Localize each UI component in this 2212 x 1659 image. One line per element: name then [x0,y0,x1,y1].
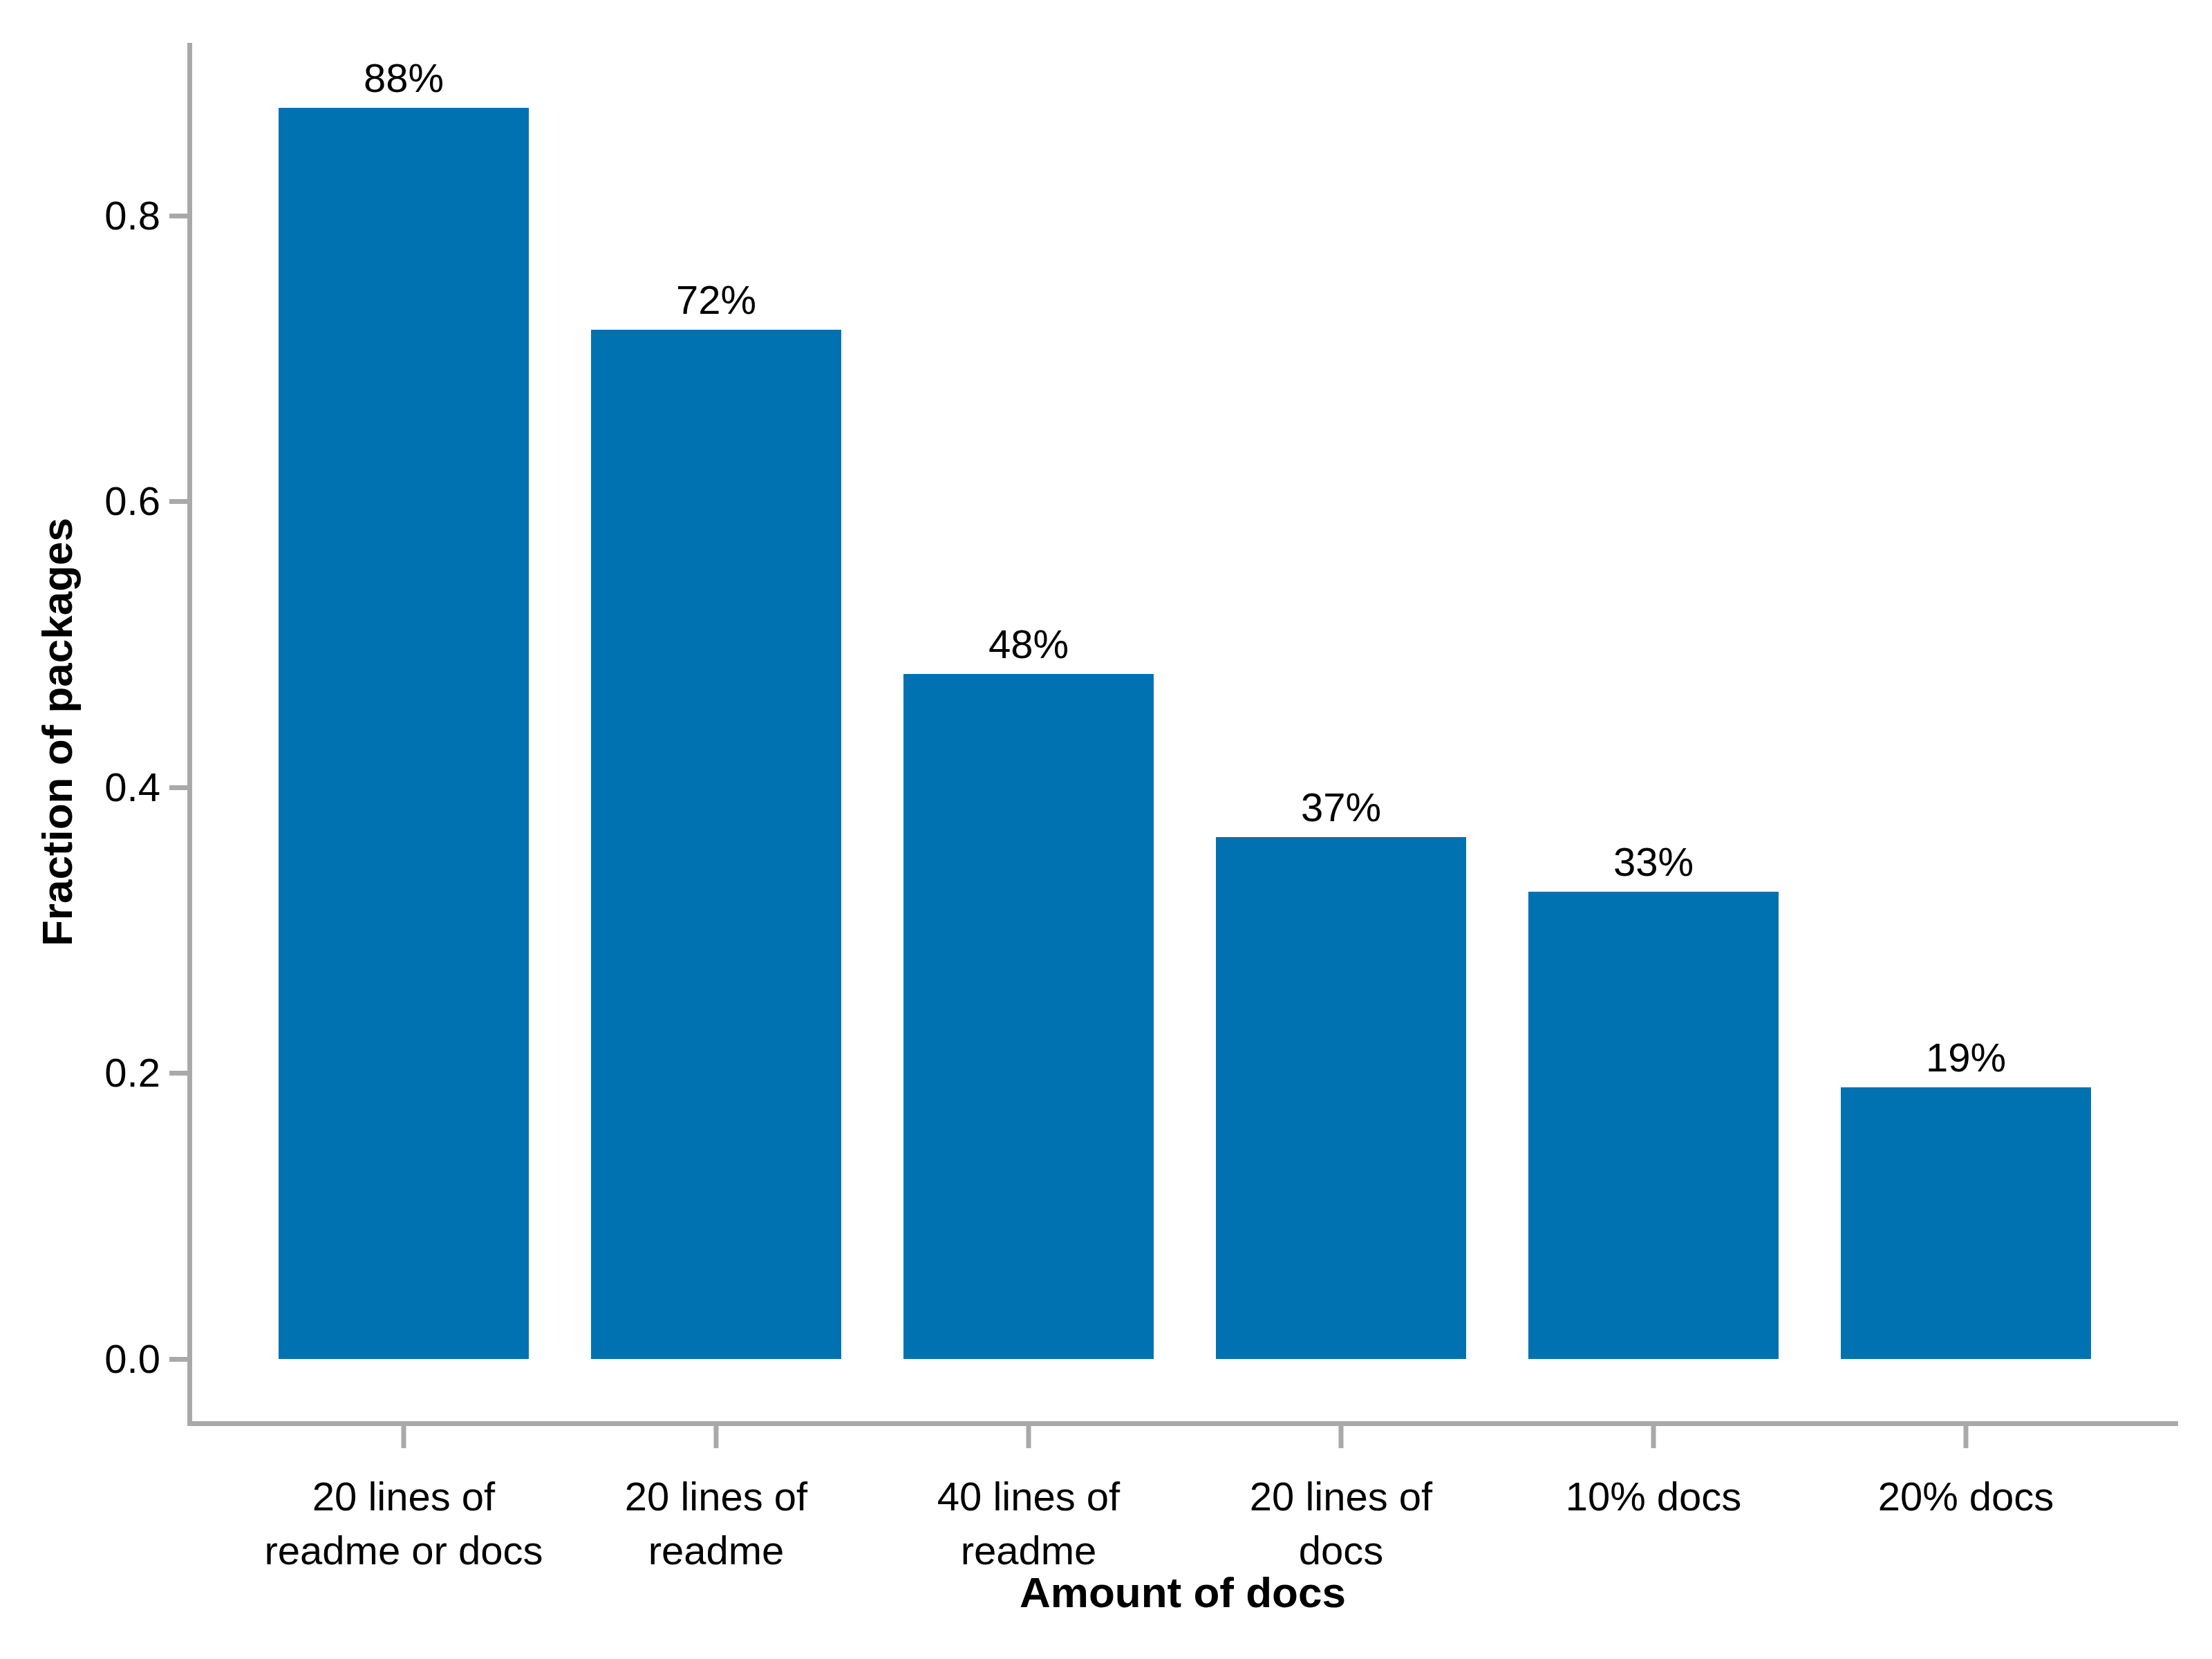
y-tick-label: 0.0 [0,1339,160,1379]
bar-value-label: 72% [543,280,889,320]
y-axis-title: Fraction of packages [32,518,82,946]
bar-value-label: 33% [1481,842,1826,882]
x-tick-mark [1651,1426,1656,1448]
x-tick-label: 20% docs [1786,1470,2146,1524]
x-tick-mark [402,1426,406,1448]
bar [903,674,1154,1359]
y-tick-mark [169,214,187,218]
x-tick-mark [1964,1426,1969,1448]
x-axis-line [187,1421,2178,1426]
bar-value-label: 88% [231,58,577,98]
x-tick-label: 10% docs [1474,1470,1833,1524]
bar [1528,892,1779,1359]
y-tick-mark [169,499,187,504]
bar [591,330,841,1359]
bar-value-label: 37% [1168,787,1514,827]
x-tick-label: 20 lines of readme [536,1470,896,1577]
y-tick-label: 0.6 [0,481,160,521]
y-tick-mark [169,785,187,790]
bar-value-label: 19% [1793,1038,2139,1078]
y-tick-label: 0.4 [0,767,160,807]
bar [1841,1087,2091,1359]
x-tick-label: 40 lines of readme [849,1470,1208,1577]
bar-value-label: 48% [856,624,1201,664]
bar [1216,837,1466,1359]
x-tick-label: 20 lines of docs [1161,1470,1521,1577]
bar-chart: Fraction of packages 0.0 0.2 0.4 0.6 0.8 88%… [0,0,2212,1659]
y-tick-mark [169,1071,187,1076]
x-tick-mark [714,1426,719,1448]
y-tick-label: 0.8 [0,196,160,236]
x-tick-mark [1339,1426,1344,1448]
y-tick-label: 0.2 [0,1053,160,1093]
x-tick-label: 20 lines of readme or docs [224,1470,583,1577]
x-tick-mark [1027,1426,1031,1448]
x-axis-title: Amount of docs [1020,1568,1346,1617]
y-axis-line [187,43,192,1426]
y-tick-mark [169,1357,187,1362]
bar [279,108,529,1359]
